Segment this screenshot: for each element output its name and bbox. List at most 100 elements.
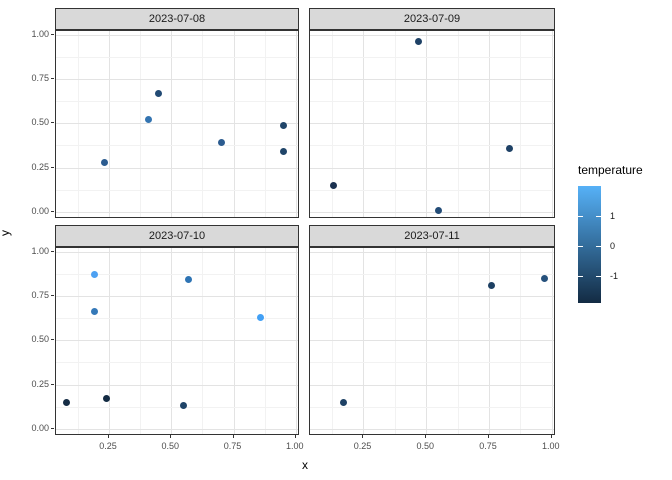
legend-gradient-bar: [578, 186, 601, 303]
gridline: [56, 123, 298, 125]
y-tick-label: 0.25: [31, 378, 49, 389]
gridline: [310, 273, 554, 275]
data-point: [217, 139, 225, 147]
legend-tick: [578, 275, 583, 277]
x-tick-label: 0.75: [223, 441, 242, 451]
gridline: [56, 34, 298, 36]
gridline: [310, 340, 554, 342]
data-point: [540, 274, 548, 282]
y-tick-label: 0.25: [31, 161, 49, 172]
gridline: [56, 101, 298, 103]
x-tick-label: 0.25: [353, 441, 372, 451]
x-tick-label: 0.75: [479, 441, 497, 451]
data-point: [63, 398, 71, 406]
gridline: [310, 251, 554, 253]
gridline: [56, 211, 298, 213]
x-tick-label: 1.00: [541, 441, 560, 451]
y-axis-tick: [51, 250, 54, 252]
facet-strip: 2023-07-08: [55, 8, 299, 30]
y-axis-tick: [51, 339, 54, 341]
x-axis-title: x: [302, 458, 308, 472]
y-axis-tick: [51, 33, 54, 35]
data-point: [329, 181, 337, 189]
gridline: [310, 295, 554, 297]
y-axis-tick: [51, 122, 54, 124]
data-point: [90, 271, 98, 279]
y-axis-title: y: [0, 230, 12, 236]
facet-panel: [55, 30, 299, 218]
x-tick-label: 0.25: [99, 441, 117, 451]
x-axis-tick: [487, 435, 489, 438]
x-axis-tick: [362, 435, 364, 438]
gridline: [310, 428, 554, 430]
data-point: [155, 89, 163, 97]
legend-tick-label: -1: [610, 270, 619, 281]
gridline: [56, 273, 298, 275]
legend-title: temperature: [578, 163, 643, 177]
gridline: [56, 406, 298, 408]
y-tick-label: 0.75: [31, 72, 49, 83]
gridline: [310, 406, 554, 408]
facet-strip: 2023-07-09: [309, 8, 555, 30]
data-point: [100, 158, 108, 166]
x-axis-tick: [425, 435, 427, 438]
data-point: [279, 121, 287, 129]
x-tick-label: 1.00: [286, 441, 304, 451]
facet-strip-label: 2023-07-10: [148, 230, 206, 242]
gridline: [56, 428, 298, 430]
facet-strip: 2023-07-11: [309, 225, 555, 247]
x-axis-tick: [170, 435, 172, 438]
data-point: [435, 206, 443, 214]
facet-panel: [309, 247, 555, 435]
legend-tick: [578, 216, 583, 218]
facet-strip-label: 2023-07-09: [403, 13, 461, 25]
data-point: [415, 38, 423, 46]
y-tick-label: 0.00: [31, 422, 49, 433]
data-point: [505, 144, 513, 152]
facet-strip-label: 2023-07-08: [148, 13, 206, 25]
facet-panel: [309, 30, 555, 218]
facet-panel: [55, 247, 299, 435]
y-tick-label: 0.00: [31, 205, 49, 216]
gridline: [310, 78, 554, 80]
y-tick-label: 0.50: [31, 334, 49, 345]
gridline: [310, 56, 554, 58]
y-axis-tick: [51, 166, 54, 168]
y-tick-label: 0.75: [31, 289, 49, 300]
gridline: [310, 145, 554, 147]
legend-tick-label: 0: [610, 240, 616, 251]
data-point: [90, 308, 98, 316]
gridline: [56, 362, 298, 364]
gridline: [310, 211, 554, 213]
gridline: [56, 189, 298, 191]
gridline: [310, 362, 554, 364]
y-axis-tick: [51, 210, 54, 212]
data-point: [487, 281, 495, 289]
y-axis-tick: [51, 383, 54, 385]
data-point: [103, 395, 111, 403]
legend-tick: [596, 216, 601, 218]
facet-strip-label: 2023-07-11: [404, 230, 460, 242]
legend-tick: [596, 245, 601, 247]
y-axis-tick: [51, 77, 54, 79]
data-point: [257, 313, 265, 321]
y-axis-tick: [51, 427, 54, 429]
x-axis-tick: [108, 435, 110, 438]
y-tick-label: 0.50: [31, 117, 49, 128]
gridline: [56, 145, 298, 147]
x-tick-label: 0.50: [161, 441, 180, 451]
y-tick-label: 1.00: [31, 28, 49, 39]
x-axis-tick: [294, 435, 296, 438]
data-point: [180, 402, 188, 410]
x-axis-tick: [232, 435, 234, 438]
data-point: [145, 116, 153, 124]
gridline: [56, 384, 298, 386]
gridline: [56, 318, 298, 320]
legend-tick: [596, 275, 601, 277]
gridline: [310, 189, 554, 191]
x-axis-tick: [550, 435, 552, 438]
gridline: [310, 384, 554, 386]
gridline: [310, 167, 554, 169]
gridline: [56, 251, 298, 253]
